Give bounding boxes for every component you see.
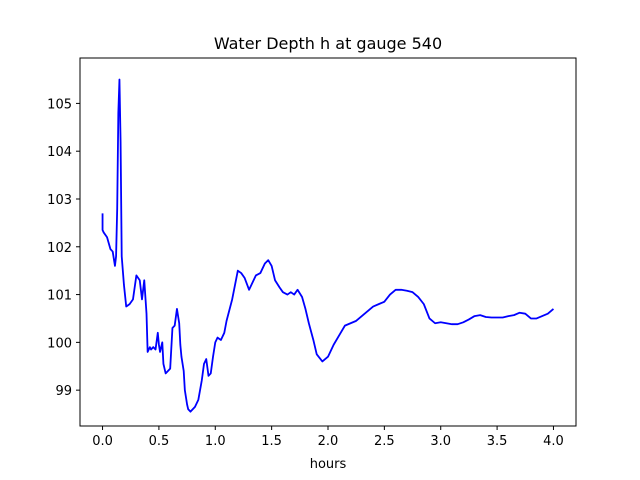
chart-title: Water Depth h at gauge 540: [214, 34, 442, 53]
y-tick-label: 99: [55, 384, 72, 399]
x-axis-label: hours: [310, 457, 347, 472]
plot-frame: [79, 57, 577, 427]
y-axis: 99 100 101 102 103 104 105: [47, 97, 80, 399]
series-line: [101, 78, 555, 413]
x-tick-label: 0.5: [149, 434, 170, 449]
y-tick-label: 102: [47, 241, 72, 256]
y-tick-label: 103: [47, 193, 72, 208]
plot-area: [101, 78, 555, 413]
y-tick-label: 101: [47, 289, 72, 304]
x-tick-label: 1.0: [205, 434, 226, 449]
x-tick-label: 3.5: [487, 434, 508, 449]
x-axis: 0.0 0.5 1.0 1.5 2.0 2.5 3.0 3.5 4.0: [92, 426, 564, 449]
x-tick-label: 1.5: [261, 434, 282, 449]
x-tick-label: 4.0: [543, 434, 564, 449]
x-tick-label: 3.0: [430, 434, 451, 449]
y-tick-label: 105: [47, 97, 72, 112]
x-tick-label: 2.5: [374, 434, 395, 449]
x-tick-label: 0.0: [92, 434, 113, 449]
y-tick-label: 100: [47, 336, 72, 351]
x-tick-label: 2.0: [318, 434, 339, 449]
y-tick-label: 104: [47, 145, 72, 160]
